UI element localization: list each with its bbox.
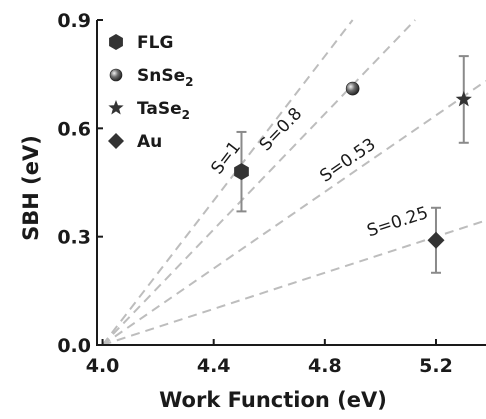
legend-item-au: Au bbox=[108, 132, 162, 152]
data-point-sphere bbox=[345, 81, 360, 96]
y-tick-label: 0.6 bbox=[57, 118, 91, 140]
y-tick-label: 0.9 bbox=[57, 10, 91, 32]
y-tick-label: 0.3 bbox=[57, 227, 91, 249]
legend-label: TaSe2 bbox=[137, 99, 190, 122]
x-axis-label: Work Function (eV) bbox=[159, 388, 387, 412]
legend-marker-diamond bbox=[108, 133, 124, 149]
x-tick-label: 4.0 bbox=[86, 355, 120, 377]
legend-label: FLG bbox=[137, 33, 173, 53]
ref-label-s0.25: S=0.25 bbox=[365, 203, 431, 241]
x-tick-label: 4.8 bbox=[308, 355, 342, 377]
y-tick-label: 0.0 bbox=[57, 335, 91, 357]
data-points bbox=[234, 81, 472, 249]
axes bbox=[96, 19, 486, 346]
legend-item-snse2: SnSe2 bbox=[109, 66, 193, 89]
reference-line bbox=[102, 219, 486, 346]
legend-marker-hexagon bbox=[109, 34, 123, 50]
x-tick-label: 4.4 bbox=[197, 355, 231, 377]
data-point-hexagon bbox=[234, 163, 249, 181]
reference-lines bbox=[101, 19, 486, 346]
x-tick-label: 5.2 bbox=[419, 355, 453, 377]
reference-line bbox=[101, 80, 486, 346]
legend: FLG SnSe2 TaSe2 Au bbox=[108, 33, 193, 152]
reference-line bbox=[101, 19, 354, 346]
legend-marker-star bbox=[108, 100, 124, 115]
y-axis-label: SBH (eV) bbox=[19, 135, 43, 241]
reference-line bbox=[101, 19, 416, 346]
legend-marker-sphere bbox=[109, 68, 123, 82]
legend-item-tase2: TaSe2 bbox=[108, 99, 190, 122]
ref-label-s0.53: S=0.53 bbox=[316, 134, 379, 186]
legend-item-flg: FLG bbox=[109, 33, 173, 53]
legend-label: SnSe2 bbox=[137, 66, 193, 89]
data-point-star bbox=[455, 90, 472, 107]
legend-label: Au bbox=[137, 132, 162, 152]
x-tick-labels: 4.0 4.4 4.8 5.2 bbox=[86, 355, 453, 377]
data-point-diamond bbox=[427, 231, 445, 249]
y-tick-labels: 0.0 0.3 0.6 0.9 bbox=[57, 10, 91, 357]
